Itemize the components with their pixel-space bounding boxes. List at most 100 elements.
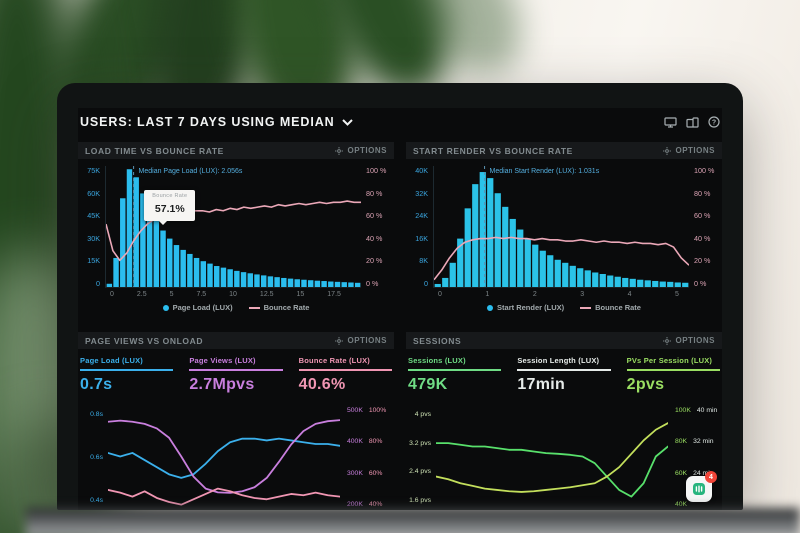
plot: Median Start Render (LUX): 1.031s: [433, 166, 689, 288]
metric-row: Sessions (LUX) 479K Session Length (LUX)…: [406, 356, 722, 394]
metric-row: Page Load (LUX) 0.7s Page Views (LUX) 2.…: [78, 356, 394, 394]
panel-header: LOAD TIME VS BOUNCE RATE OPTIONS: [78, 142, 394, 159]
metric-value: 2pvs: [626, 376, 665, 393]
metric-value: 40.6%: [298, 376, 346, 393]
legend-line-icon: [580, 306, 592, 309]
chevron-down-icon[interactable]: [341, 118, 353, 126]
notification-badge: 4: [705, 471, 717, 483]
options-button[interactable]: OPTIONS: [335, 336, 387, 345]
legend: Start Render (LUX) Bounce Rate: [406, 303, 722, 312]
legend-label: Bounce Rate: [595, 303, 641, 312]
panel-sessions: SESSIONS OPTIONS: [406, 332, 722, 510]
gear-icon: [663, 146, 672, 155]
chart-area: 75K 60K 45K 30K 15K 0 Median Page Load (LUX):…: [78, 166, 394, 288]
chart-tooltip: Bounce Rate 57.1%: [144, 190, 196, 226]
options-label: OPTIONS: [347, 336, 387, 345]
y-axis-right: 500K 100% 400K 80% 300K 60% 200K 40%: [347, 407, 387, 508]
sessions-chart[interactable]: [436, 403, 668, 510]
legend-dot-icon: [487, 304, 494, 311]
page-views-chart[interactable]: [108, 403, 340, 510]
options-label: OPTIONS: [347, 146, 387, 155]
x-axis: 0 2.5 5 7.5 10 12.5 15 17.5: [110, 291, 341, 298]
devices-icon[interactable]: [686, 116, 699, 128]
chat-widget-button[interactable]: 4: [686, 471, 717, 502]
median-annotation: Median Page Load (LUX): 2.056s: [138, 168, 243, 175]
panel-title: PAGE VIEWS VS ONLOAD: [85, 335, 204, 346]
svg-text:?: ?: [712, 119, 716, 126]
y-axis-left: 0.8s 0.6s 0.4s: [90, 411, 103, 504]
legend-line-icon: [248, 306, 260, 309]
metric-value: 0.7s: [80, 376, 113, 393]
legend: Page Load (LUX) Bounce Rate: [78, 303, 394, 312]
metric-value: 2.7Mpvs: [189, 376, 255, 393]
panel-title: SESSIONS: [413, 335, 462, 346]
panel-title: LOAD TIME VS BOUNCE RATE: [85, 145, 224, 156]
plot: [108, 403, 340, 510]
metric-value: 479K: [408, 376, 448, 393]
metric-label: Bounce Rate (LUX): [298, 356, 392, 371]
laptop-screen: USERS: LAST 7 DAYS USING MEDIAN: [57, 83, 743, 510]
legend-label: Start Render (LUX): [497, 303, 565, 312]
metric-page-load: Page Load (LUX) 0.7s: [80, 356, 174, 394]
chart-area: 0.8s 0.6s 0.4s 500K 100% 400K 80% 300K 60% 200K 4…: [78, 403, 394, 510]
plot: Median Page Load (LUX): 2.056s Bounce Ra…: [105, 166, 361, 288]
header-icons: ?: [664, 116, 720, 128]
metric-label: Page Load (LUX): [80, 356, 174, 371]
gear-icon: [335, 146, 344, 155]
chat-icon: [693, 483, 705, 495]
metric-value: 17min: [517, 376, 566, 393]
panel-header: PAGE VIEWS VS ONLOAD OPTIONS: [78, 332, 394, 349]
metric-pvs-per-session: PVs Per Session (LUX) 2pvs: [626, 356, 720, 394]
metric-page-views: Page Views (LUX) 2.7Mpvs: [189, 356, 283, 394]
options-label: OPTIONS: [675, 336, 715, 345]
options-button[interactable]: OPTIONS: [663, 146, 715, 155]
options-label: OPTIONS: [675, 146, 715, 155]
plot: [436, 403, 668, 510]
y-axis-left: 4 pvs 3.2 pvs 2.4 pvs 1.6 pvs: [409, 411, 431, 504]
dashboard: USERS: LAST 7 DAYS USING MEDIAN: [78, 108, 722, 510]
start-render-chart[interactable]: [434, 166, 689, 287]
gear-icon: [335, 336, 344, 345]
panel-start-render: START RENDER VS BOUNCE RATE OPTIONS: [406, 142, 722, 320]
legend-item: Page Load (LUX): [162, 303, 233, 312]
dashboard-header: USERS: LAST 7 DAYS USING MEDIAN: [80, 110, 720, 134]
tooltip-label: Bounce Rate: [152, 193, 188, 200]
median-annotation: Median Start Render (LUX): 1.031s: [489, 168, 600, 175]
y-axis-right: 100 % 80 % 60 % 40 % 20 % 0 %: [366, 166, 387, 288]
metric-label: Sessions (LUX): [408, 356, 502, 371]
metric-label: PVs Per Session (LUX): [626, 356, 720, 371]
y-axis-right: 100K 40 min 80K 32 min 60K 24 min 40K: [675, 407, 718, 508]
options-button[interactable]: OPTIONS: [663, 336, 715, 345]
page-title: USERS: LAST 7 DAYS USING MEDIAN: [80, 115, 353, 129]
legend-label: Page Load (LUX): [172, 303, 233, 312]
y-axis-left: 75K 60K 45K 30K 15K 0: [87, 166, 100, 288]
tooltip-value: 57.1%: [154, 203, 185, 216]
panel-title: START RENDER VS BOUNCE RATE: [413, 145, 573, 156]
metric-sessions: Sessions (LUX) 479K: [408, 356, 502, 394]
metric-label: Session Length (LUX): [517, 356, 611, 371]
panel-grid: LOAD TIME VS BOUNCE RATE OPTIONS: [78, 142, 722, 510]
metric-bounce-rate: Bounce Rate (LUX) 40.6%: [298, 356, 392, 394]
panel-header: START RENDER VS BOUNCE RATE OPTIONS: [406, 142, 722, 159]
metric-session-length: Session Length (LUX) 17min: [517, 356, 611, 394]
panel-header: SESSIONS OPTIONS: [406, 332, 722, 349]
page-title-text: USERS: LAST 7 DAYS USING MEDIAN: [80, 115, 335, 129]
legend-label: Bounce Rate: [263, 303, 310, 312]
options-button[interactable]: OPTIONS: [335, 146, 387, 155]
chart-area: 40K 32K 24K 16K 8K 0 Median Start Render (LUX…: [406, 166, 722, 288]
gear-icon: [663, 336, 672, 345]
legend-item: Bounce Rate: [248, 303, 310, 312]
panel-load-time: LOAD TIME VS BOUNCE RATE OPTIONS: [78, 142, 394, 320]
metric-label: Page Views (LUX): [189, 356, 283, 371]
help-icon[interactable]: ?: [708, 116, 720, 128]
y-axis-right: 100 % 80 % 60 % 40 % 20 % 0 %: [694, 166, 715, 288]
legend-dot-icon: [162, 304, 169, 311]
load-time-chart[interactable]: [106, 166, 361, 287]
monitor-icon[interactable]: [664, 116, 677, 128]
chart-area: 4 pvs 3.2 pvs 2.4 pvs 1.6 pvs 100K 40 min 80K…: [406, 403, 722, 510]
y-axis-left: 40K 32K 24K 16K 8K 0: [415, 166, 428, 288]
legend-item: Bounce Rate: [580, 303, 641, 312]
legend-item: Start Render (LUX): [487, 303, 564, 312]
